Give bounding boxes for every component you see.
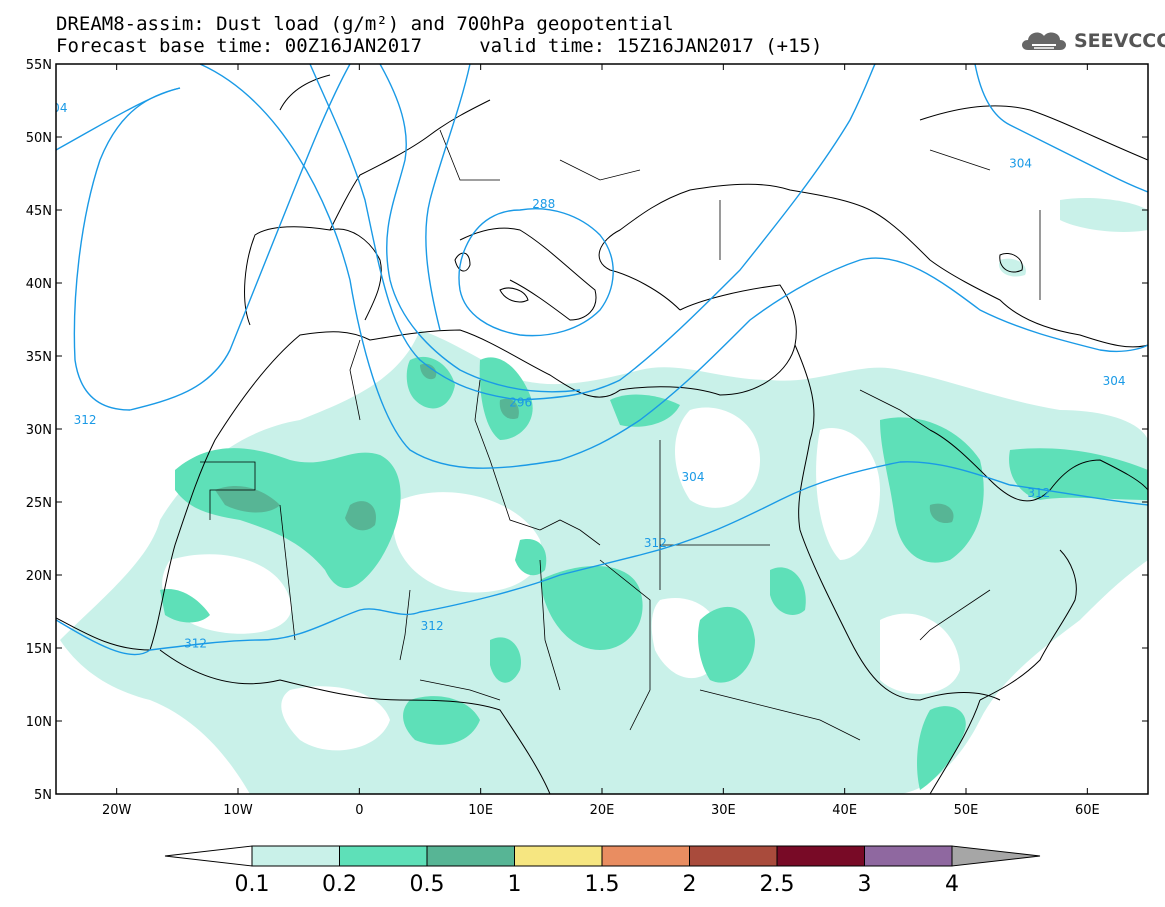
contour-label: 296: [509, 396, 532, 410]
x-tick-label: 50E: [954, 803, 979, 818]
colorbar-label: 1.5: [584, 872, 620, 897]
x-tick-label: 10E: [468, 803, 493, 818]
contour-labels: 304 312 296 304 288 312 312 312 304 304 312: [45, 101, 1126, 651]
colorbar: [164, 845, 1041, 867]
contour-label: 304: [1103, 374, 1126, 388]
contour-label: 288: [532, 197, 555, 211]
contour-label: 312: [74, 413, 97, 427]
y-tick-label: 55N: [26, 58, 52, 73]
colorbar-label: 4: [945, 872, 959, 897]
colorbar-label: 0.1: [234, 872, 270, 897]
colorbar-label: 0.5: [409, 872, 445, 897]
dust-light-fill: [60, 198, 1148, 794]
chart-title: DREAM8-assim: Dust load (g/m²) and 700hP…: [56, 13, 674, 35]
colorbar-bin: [426, 845, 515, 867]
colorbar-bin: [776, 845, 865, 867]
colorbar-label: 1: [507, 872, 522, 897]
y-tick-label: 25N: [26, 496, 52, 511]
colorbar-label: 2: [682, 872, 697, 897]
colorbar-label: 3: [857, 872, 872, 897]
colorbar-label: 0.2: [322, 872, 357, 897]
colorbar-low-triangle: [164, 845, 253, 867]
y-tick-label: 10N: [26, 715, 52, 730]
colorbar-bin: [251, 845, 340, 867]
x-tick-label: 30E: [711, 803, 736, 818]
contour-label: 312: [644, 536, 667, 550]
dust-mid-fill: [160, 356, 1148, 790]
colorbar-label: 2.5: [759, 872, 795, 897]
x-tick-label: 10W: [223, 803, 253, 818]
seevccc-logo: SEEVCCC: [1018, 26, 1165, 56]
logo-text: SEEVCCC: [1074, 30, 1165, 52]
colorbar-bin: [514, 845, 603, 867]
coastlines: [56, 74, 1148, 794]
y-tick-label: 40N: [26, 277, 52, 292]
dust-dark-fill: [215, 363, 954, 531]
geopotential-contours: [56, 64, 1148, 656]
y-tick-label: 20N: [26, 569, 52, 584]
colorbar-bin: [864, 845, 953, 867]
cloud-icon: [1022, 32, 1066, 50]
contour-label: 304: [682, 470, 705, 484]
contour-label: 312: [1027, 486, 1050, 500]
y-tick-label: 35N: [26, 350, 52, 365]
x-tick-label: 40E: [832, 803, 857, 818]
y-tick-label: 30N: [26, 423, 52, 438]
y-tick-label: 15N: [26, 642, 52, 657]
contour-label: 312: [184, 637, 207, 651]
y-tick-label: 5N: [34, 788, 52, 803]
colorbar-bin: [689, 845, 778, 867]
x-tick-label: 20E: [590, 803, 615, 818]
contour-label: 304: [45, 101, 68, 115]
contour-label: 304: [1009, 156, 1032, 170]
x-tick-label: 20W: [102, 803, 132, 818]
contour-label: 312: [421, 619, 444, 633]
forecast-time-line: Forecast base time: 00Z16JAN2017 valid t…: [56, 35, 823, 57]
colorbar-high-triangle: [951, 845, 1041, 867]
axis-ticks: 55N 50N 45N 40N 35N 30N 25N 20N 15N 10N 5N 20W 10W 0 1…: [26, 58, 1148, 818]
colorbar-bin: [339, 845, 428, 867]
colorbar-bin: [601, 845, 690, 867]
map-plot-area: 304 312 296 304 288 312 312 312 304 304 312: [45, 64, 1148, 794]
y-tick-label: 45N: [26, 204, 52, 219]
x-tick-label: 0: [355, 803, 363, 818]
y-tick-label: 50N: [26, 131, 52, 146]
x-tick-label: 60E: [1075, 803, 1100, 818]
